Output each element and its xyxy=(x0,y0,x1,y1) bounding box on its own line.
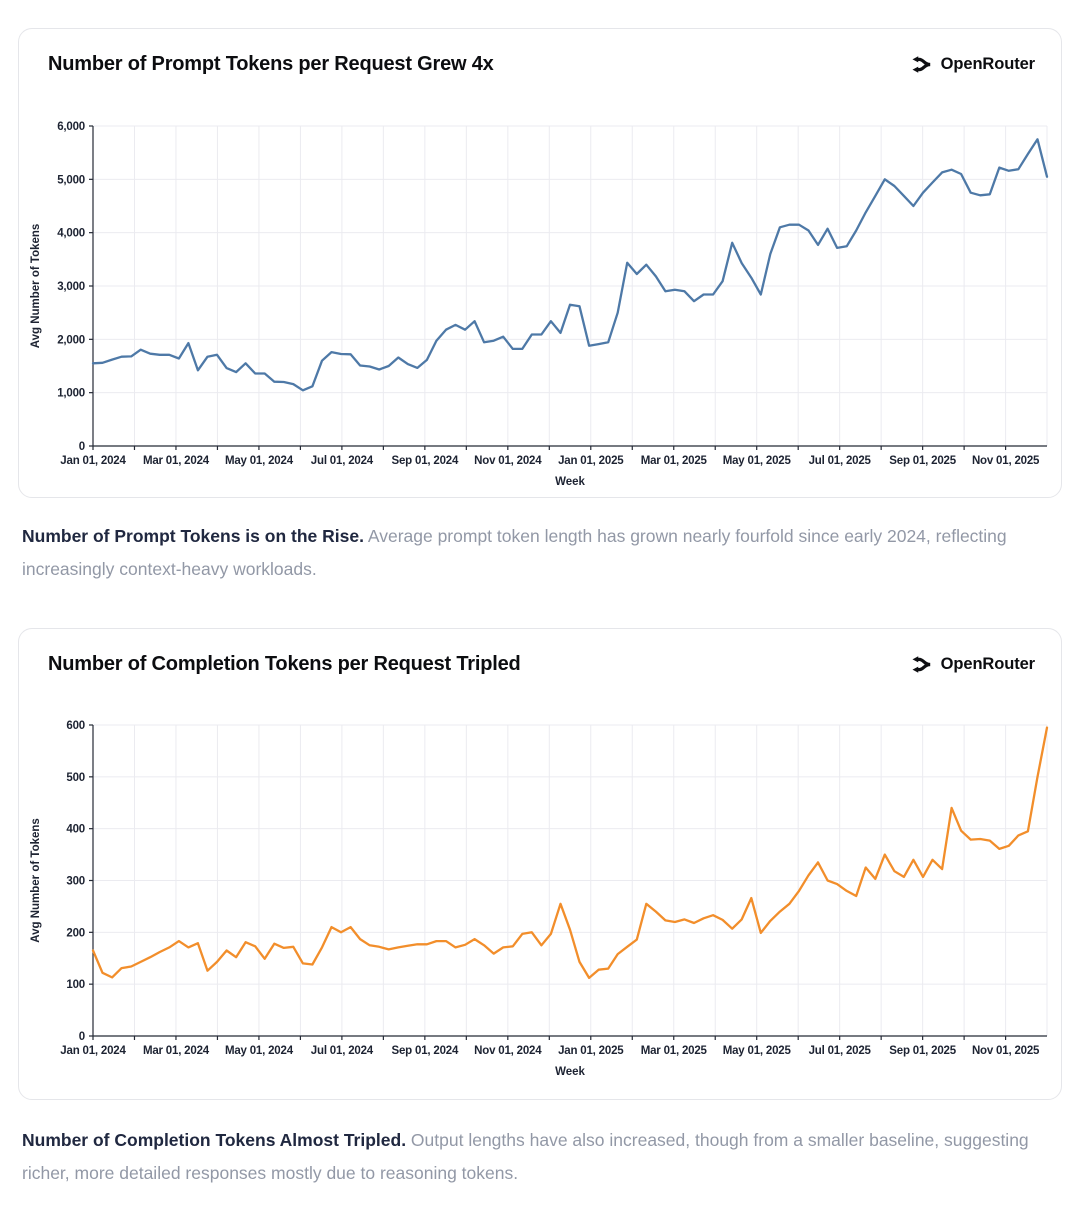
caption-lead: Number of Completion Tokens Almost Tripl… xyxy=(22,1130,407,1150)
y-axis-title: Avg Number of Tokens xyxy=(30,818,42,943)
completion-tokens-line-chart: 0 100 200 300 400 500 600 Jan 01, 2024 Mar 01, 2… xyxy=(30,720,1049,1078)
series-line xyxy=(91,726,1049,980)
caption-body: Output lengths have also increased, thou… xyxy=(22,1130,1029,1183)
y-tick-label: 100 xyxy=(66,979,85,991)
x-tick-label: Nov 01, 2024 xyxy=(474,455,542,467)
x-tick-label: Sep 01, 2025 xyxy=(889,1045,956,1057)
y-tick-label: 2,000 xyxy=(57,334,85,346)
x-tick-label: Nov 01, 2024 xyxy=(474,1045,542,1057)
x-tick-label: Sep 01, 2024 xyxy=(392,1045,459,1057)
x-tick-label: Jan 01, 2024 xyxy=(60,1045,126,1057)
y-tick-label: 600 xyxy=(66,720,85,732)
y-tick-label: 1,000 xyxy=(57,388,85,400)
x-tick-label: May 01, 2024 xyxy=(225,1045,294,1057)
x-axis-title: Week xyxy=(555,476,585,488)
x-tick-label: May 01, 2025 xyxy=(723,1045,792,1057)
x-tick-label: Sep 01, 2024 xyxy=(392,455,459,467)
x-tick-label: May 01, 2024 xyxy=(225,455,294,467)
openrouter-logo: OpenRouter xyxy=(910,53,1035,76)
y-tick-label: 6,000 xyxy=(57,121,85,133)
y-tick-label: 200 xyxy=(66,927,85,939)
chart-header: Number of Completion Tokens per Request … xyxy=(48,653,1035,676)
openrouter-logo: OpenRouter xyxy=(910,653,1035,676)
x-tick-label: Mar 01, 2025 xyxy=(641,1045,708,1057)
prompt-tokens-line-chart: 0 1,000 2,000 3,000 4,000 5,000 6,000 Jan 01, 2… xyxy=(30,121,1049,488)
series-line xyxy=(91,138,1049,392)
y-tick-label: 400 xyxy=(66,824,85,836)
x-tick-label: Mar 01, 2024 xyxy=(143,1045,210,1057)
y-tick-label: 300 xyxy=(66,876,85,888)
x-tick-label: Jan 01, 2025 xyxy=(558,1045,624,1057)
prompt-tokens-chart-card: Number of Prompt Tokens per Request Grew… xyxy=(18,28,1062,498)
y-tick-label: 3,000 xyxy=(57,281,85,293)
chart-header: Number of Prompt Tokens per Request Grew… xyxy=(48,53,1035,76)
y-tick-label: 0 xyxy=(79,1031,85,1043)
x-tick-label: Jul 01, 2025 xyxy=(809,1045,872,1057)
x-tick-label: Jan 01, 2025 xyxy=(558,455,624,467)
openrouter-brand-name: OpenRouter xyxy=(940,55,1035,73)
completion-tokens-caption: Number of Completion Tokens Almost Tripl… xyxy=(22,1124,1058,1190)
openrouter-brand-name: OpenRouter xyxy=(940,655,1035,673)
x-axis-title: Week xyxy=(555,1066,585,1078)
x-tick-label: Jul 01, 2024 xyxy=(311,1045,374,1057)
x-tick-label: Mar 01, 2025 xyxy=(641,455,708,467)
chart-title: Number of Prompt Tokens per Request Grew… xyxy=(48,53,494,75)
x-tick-label: Jul 01, 2025 xyxy=(809,455,872,467)
openrouter-icon xyxy=(912,656,930,673)
y-tick-label: 500 xyxy=(66,772,85,784)
x-tick-label: Jul 01, 2024 xyxy=(311,455,374,467)
x-tick-label: Mar 01, 2024 xyxy=(143,455,210,467)
y-axis-title: Avg Number of Tokens xyxy=(30,224,42,349)
x-tick-label: Nov 01, 2025 xyxy=(972,1045,1040,1057)
openrouter-icon xyxy=(912,56,930,73)
completion-tokens-chart-card: Number of Completion Tokens per Request … xyxy=(18,628,1062,1100)
y-tick-label: 0 xyxy=(79,441,85,453)
x-tick-label: Sep 01, 2025 xyxy=(889,455,956,467)
x-tick-label: Jan 01, 2024 xyxy=(60,455,126,467)
x-tick-label: May 01, 2025 xyxy=(723,455,792,467)
y-tick-label: 5,000 xyxy=(57,174,85,186)
x-tick-label: Nov 01, 2025 xyxy=(972,455,1040,467)
caption-lead: Number of Prompt Tokens is on the Rise. xyxy=(22,526,364,546)
y-tick-label: 4,000 xyxy=(57,228,85,240)
prompt-tokens-caption: Number of Prompt Tokens is on the Rise. … xyxy=(22,520,1058,586)
chart-title: Number of Completion Tokens per Request … xyxy=(48,653,521,675)
caption-body: Average prompt token length has grown ne… xyxy=(22,526,1007,579)
